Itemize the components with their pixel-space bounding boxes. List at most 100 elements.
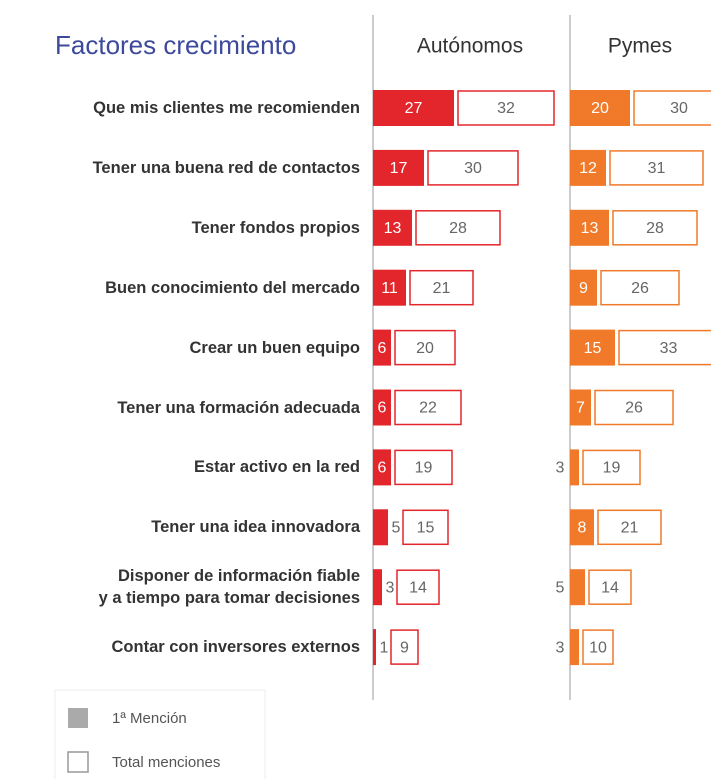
total-label: 31	[648, 160, 666, 177]
category-label: Estar activo en la red	[194, 458, 360, 477]
category-label: Tener una idea innovadora	[151, 518, 360, 537]
total-label: 26	[631, 280, 649, 297]
panel-title: Autónomos	[417, 35, 523, 58]
total-box	[415, 210, 501, 246]
first-mention-bar	[373, 389, 391, 426]
first-mention-label: 3	[556, 460, 565, 477]
first-mention-label: 7	[576, 400, 585, 417]
total-label: 33	[660, 340, 678, 357]
total-label: 20	[416, 340, 434, 357]
first-mention-bar	[373, 329, 391, 366]
first-mention-bar	[570, 149, 606, 186]
first-mention-label: 20	[591, 100, 609, 117]
total-label: 22	[419, 400, 437, 417]
first-mention-bar	[570, 269, 597, 306]
legend-swatch	[68, 708, 88, 728]
total-box	[597, 509, 662, 546]
first-mention-bar	[570, 509, 594, 546]
category-label: Disponer de información fiable y a tiemp…	[98, 567, 360, 608]
category-label: Tener una buena red de contactos	[92, 158, 360, 177]
total-box	[618, 329, 711, 366]
first-mention-bar	[570, 209, 609, 246]
first-mention-bar	[373, 209, 412, 246]
total-box	[457, 90, 555, 126]
category-label: Que mis clientes me recomienden	[93, 99, 360, 117]
first-mention-bar	[373, 90, 454, 126]
first-mention-label: 6	[378, 340, 387, 357]
total-box	[612, 210, 698, 246]
category-label: Buen conocimiento del mercado	[105, 278, 360, 297]
first-mention-bar	[570, 389, 591, 426]
first-mention-label: 5	[556, 579, 565, 596]
total-box	[609, 150, 704, 186]
first-mention-label: 6	[378, 460, 387, 477]
first-mention-label: 8	[578, 520, 587, 537]
total-box	[409, 269, 474, 306]
total-box	[588, 569, 632, 605]
legend-box	[54, 689, 266, 779]
total-label: 9	[400, 639, 409, 656]
total-label: 26	[625, 400, 643, 417]
first-mention-label: 5	[392, 520, 401, 537]
category-label: Contar con inversores externos	[111, 638, 361, 657]
first-mention-label: 1	[380, 639, 389, 656]
first-mention-bar	[570, 329, 615, 366]
legend-label: 1ª Mención	[112, 710, 187, 727]
first-mention-label: 13	[384, 220, 402, 237]
category-label: Crear un buen equipo	[189, 338, 360, 357]
first-mention-bar	[570, 90, 630, 126]
total-label: 28	[449, 220, 467, 237]
legend-label: Total menciones	[112, 754, 220, 771]
total-box	[600, 269, 680, 306]
total-box	[427, 150, 519, 186]
first-mention-bar	[570, 629, 579, 666]
first-mention-label: 6	[378, 400, 387, 417]
first-mention-label: 3	[386, 579, 395, 596]
first-mention-bar	[570, 449, 579, 486]
total-label: 14	[409, 579, 427, 596]
total-label: 10	[589, 639, 607, 656]
total-box	[582, 449, 641, 486]
total-label: 21	[433, 280, 451, 297]
total-box	[582, 629, 614, 665]
first-mention-label: 12	[579, 160, 597, 177]
first-mention-label: 27	[405, 100, 423, 117]
total-label: 28	[646, 220, 664, 237]
first-mention-bar	[373, 629, 376, 666]
total-box	[633, 90, 711, 126]
first-mention-bar	[373, 269, 406, 306]
first-mention-label: 11	[381, 280, 398, 297]
total-box	[394, 449, 453, 486]
total-box	[390, 629, 419, 665]
total-label: 32	[497, 100, 515, 117]
first-mention-label: 9	[579, 280, 588, 297]
first-mention-bar	[570, 569, 585, 606]
total-box	[394, 329, 456, 366]
total-label: 30	[464, 160, 482, 177]
total-label: 19	[415, 460, 433, 477]
chart-title: Factores crecimiento	[55, 30, 296, 60]
total-box	[394, 389, 462, 426]
total-box	[594, 389, 674, 426]
panel-title: Pymes	[608, 35, 672, 58]
first-mention-label: 15	[584, 340, 602, 357]
total-label: 14	[601, 579, 619, 596]
first-mention-bar	[373, 569, 382, 606]
first-mention-bar	[373, 449, 391, 486]
legend-swatch	[67, 751, 89, 773]
total-label: 15	[417, 520, 435, 537]
total-label: 21	[621, 520, 639, 537]
first-mention-label: 3	[556, 639, 565, 656]
category-label: Tener fondos propios	[191, 218, 360, 237]
total-label: 19	[603, 460, 621, 477]
total-box	[396, 569, 440, 605]
first-mention-label: 17	[390, 160, 408, 177]
total-box	[402, 509, 449, 546]
total-label: 30	[670, 100, 688, 117]
first-mention-label: 13	[581, 220, 599, 237]
first-mention-bar	[373, 509, 388, 546]
first-mention-bar	[373, 149, 424, 186]
category-label: Tener una formación adecuada	[117, 398, 360, 417]
